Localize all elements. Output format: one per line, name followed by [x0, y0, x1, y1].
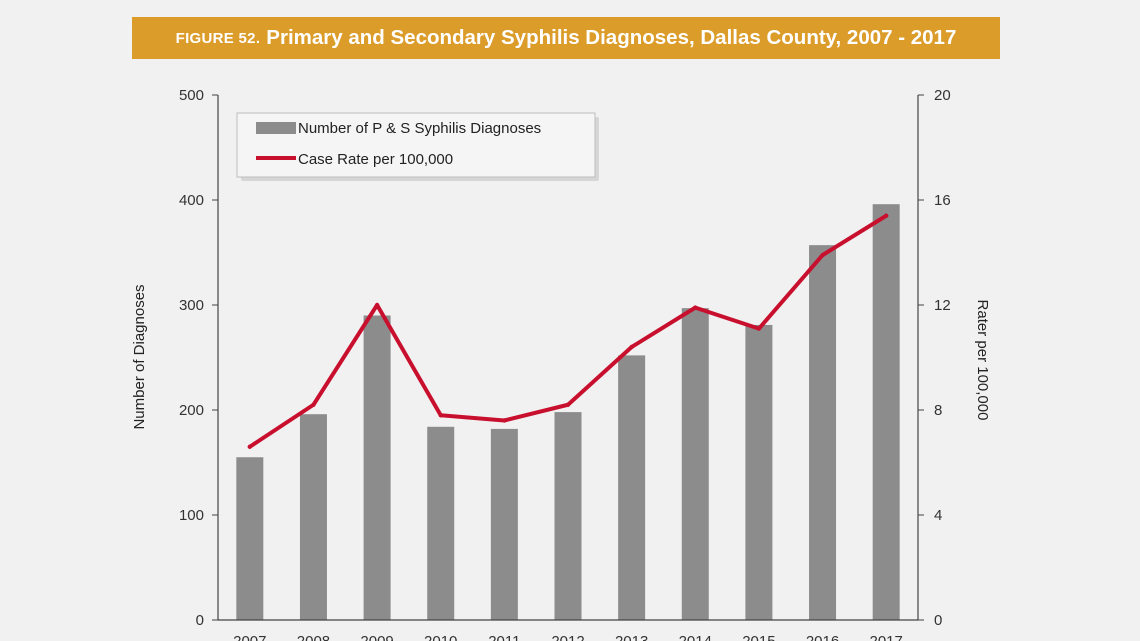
x-tick-label: 2010: [424, 633, 457, 641]
y-tick-label: 300: [179, 297, 204, 314]
rate-point-2011: [502, 418, 507, 423]
rate-point-2016: [820, 252, 825, 258]
rate-line-layer: [247, 213, 889, 449]
x-tick-label: 2011: [488, 633, 520, 641]
legend: Number of P & S Syphilis Diagnoses Case R…: [236, 112, 599, 181]
y2-tick-label: 12: [934, 297, 951, 314]
bars-layer: [236, 204, 900, 620]
x-tick-label: 2015: [742, 633, 775, 641]
rate-point-2010: [438, 413, 443, 418]
x-tick-label: 2009: [360, 633, 393, 641]
bar-2015: [745, 324, 773, 620]
rate-point-2012: [565, 402, 571, 407]
y2-tick-label: 16: [934, 192, 951, 209]
x-tick-label: 2017: [869, 633, 902, 641]
bar-2007: [236, 457, 264, 620]
legend-box: [236, 112, 596, 178]
x-tick-label: 2008: [297, 633, 330, 641]
x-tick-label: 2012: [551, 633, 584, 641]
rate-point-2008: [311, 402, 316, 407]
bar-2012: [554, 412, 582, 620]
figure-title-banner: FIGURE 52. Primary and Secondary Syphili…: [132, 17, 1000, 59]
figure-label: FIGURE 52.: [175, 29, 261, 47]
x-tick-label: 2014: [679, 633, 712, 641]
rate-point-2007: [247, 444, 253, 449]
legend-line-label: Case Rate per 100,000: [298, 151, 453, 168]
rate-point-2013: [629, 344, 634, 350]
bar-2011: [490, 428, 518, 620]
bar-2017: [872, 204, 900, 620]
bar-2009: [363, 315, 391, 620]
bar-2008: [299, 414, 327, 620]
y2-tick-label: 20: [934, 87, 951, 104]
bar-2013: [618, 355, 646, 620]
x-tick-label: 2016: [806, 633, 839, 641]
y2-tick-label: 0: [934, 612, 942, 629]
y2-tick-label: 4: [934, 507, 942, 524]
y-tick-label: 100: [179, 507, 204, 524]
rate-point-2015: [756, 326, 762, 331]
y-tick-label: 0: [196, 612, 204, 629]
x-tick-label: 2013: [615, 633, 648, 641]
y2-tick-label: 8: [934, 402, 942, 419]
legend-bar-swatch: [256, 122, 296, 134]
rate-point-2014: [693, 305, 698, 310]
y-tick-label: 200: [179, 402, 204, 419]
y-tick-label: 500: [179, 87, 204, 104]
rate-point-2017: [883, 213, 889, 218]
bar-2010: [427, 426, 455, 620]
bar-2014: [681, 308, 709, 620]
y2-axis-title: Rater per 100,000: [974, 300, 991, 421]
axes-layer: 0 100 200 300 400 500 0 4 8 12 16 20 2007 2008 2009 201…: [179, 87, 951, 641]
legend-bar-label: Number of P & S Syphilis Diagnoses: [298, 120, 541, 137]
y-tick-label: 400: [179, 192, 204, 209]
rate-point-2009: [374, 302, 380, 308]
y-axis-title: Number of Diagnoses: [131, 284, 148, 429]
x-tick-label: 2007: [233, 633, 266, 641]
figure-title: Primary and Secondary Syphilis Diagnoses…: [266, 26, 957, 49]
bar-2016: [809, 245, 837, 620]
